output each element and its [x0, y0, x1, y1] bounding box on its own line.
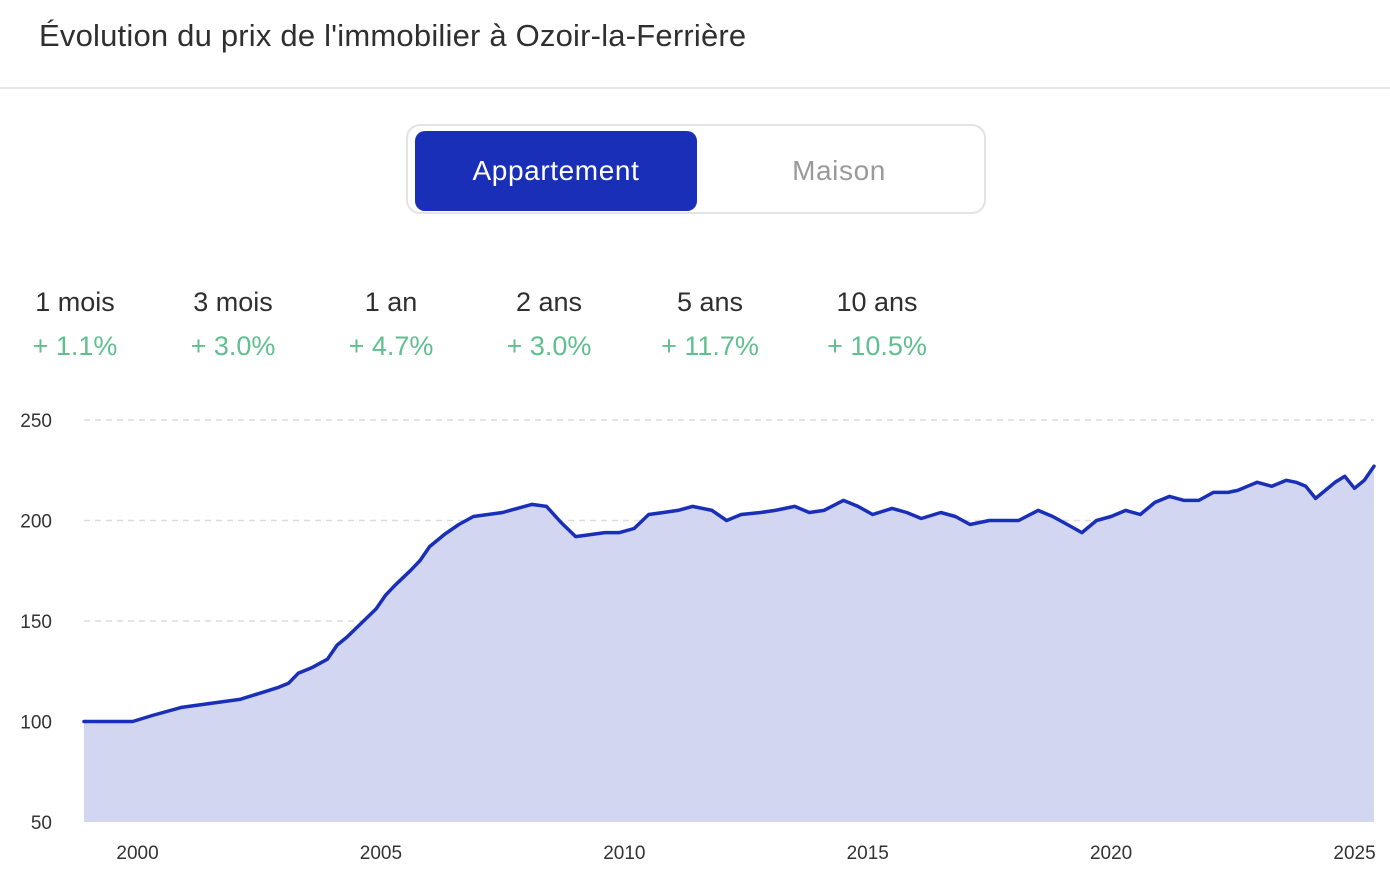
- stat-5-ans: 5 ans + 11.7%: [635, 280, 785, 368]
- x-tick-label: 2025: [1333, 843, 1375, 864]
- x-tick-label: 2010: [603, 843, 645, 864]
- stat-value: + 11.7%: [661, 331, 759, 361]
- stat-label: 3 mois: [193, 287, 273, 317]
- appartement-toggle-button[interactable]: Appartement: [415, 131, 697, 211]
- stat-1-mois: 1 mois + 1.1%: [0, 280, 150, 368]
- stat-value: + 4.7%: [348, 331, 434, 361]
- stat-10-ans: 10 ans + 10.5%: [802, 280, 952, 368]
- series-area: [84, 466, 1374, 822]
- x-tick-label: 2005: [360, 843, 402, 864]
- stat-label: 2 ans: [515, 287, 583, 317]
- stat-3-mois: 3 mois + 3.0%: [158, 280, 308, 368]
- stat-value: + 3.0%: [190, 331, 276, 361]
- price-evolution-chart: 250 200 150 100 50 2000 2005 2010 2015 2020 2025: [20, 411, 1376, 864]
- stat-value: + 3.0%: [506, 331, 592, 361]
- x-tick-label: 2020: [1090, 843, 1132, 864]
- stat-label: 1 mois: [35, 287, 115, 317]
- y-tick-label: 150: [20, 612, 52, 633]
- page-title: Évolution du prix de l'immobilier à Ozoi…: [39, 18, 747, 53]
- stat-label: 1 an: [364, 287, 418, 317]
- stat-label: 5 ans: [676, 287, 744, 317]
- series-line: [82, 464, 1376, 724]
- x-tick-label: 2000: [116, 843, 158, 864]
- stat-value: + 10.5%: [827, 331, 927, 361]
- y-tick-label: 50: [31, 813, 52, 834]
- maison-toggle-button[interactable]: Maison: [792, 155, 886, 186]
- x-tick-label: 2015: [847, 843, 889, 864]
- stat-label: 10 ans: [836, 287, 918, 317]
- y-tick-label: 250: [20, 411, 52, 432]
- y-tick-label: 100: [20, 713, 52, 734]
- stat-2-ans: 2 ans + 3.0%: [474, 280, 624, 368]
- stat-1-an: 1 an + 4.7%: [316, 280, 466, 368]
- page-header: Évolution du prix de l'immobilier à Ozoi…: [0, 0, 1390, 89]
- stat-value: + 1.1%: [32, 331, 118, 361]
- property-type-toggle: Appartement Maison: [406, 124, 986, 214]
- y-tick-label: 200: [20, 512, 52, 533]
- price-change-stats: 1 mois + 1.1% 3 mois + 3.0% 1 an + 4.7% …: [0, 280, 1390, 370]
